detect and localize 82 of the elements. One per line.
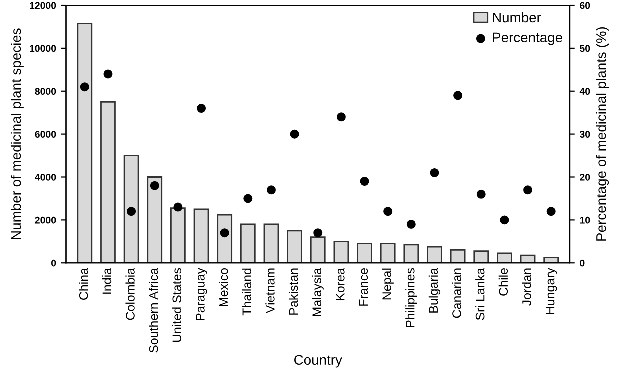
bar xyxy=(544,257,560,264)
point xyxy=(244,194,253,204)
x-tick-label: Canarian xyxy=(452,268,462,318)
x-axis-title: Country xyxy=(294,355,342,368)
y-tick-label: 12000 xyxy=(30,2,56,10)
bar xyxy=(474,250,490,264)
bar xyxy=(287,230,302,264)
point xyxy=(290,130,300,139)
y2-tick-label: 40 xyxy=(580,88,590,96)
bar xyxy=(404,244,420,264)
x-tick-label: Paraguay xyxy=(196,268,208,320)
y2-tick-label: 20 xyxy=(580,174,590,181)
y-axis-title: Number of medicinal plant species xyxy=(10,28,24,240)
bar xyxy=(194,208,210,264)
bar xyxy=(380,243,396,264)
bar xyxy=(217,214,233,264)
point xyxy=(454,91,463,100)
legend-label: Percentage xyxy=(493,32,562,46)
point xyxy=(150,181,160,190)
y-tick-label: 4000 xyxy=(35,174,56,181)
x-tick-label: Vietnam xyxy=(266,268,275,314)
bar xyxy=(450,250,466,264)
bar xyxy=(170,208,186,264)
bar xyxy=(357,243,372,264)
y2-tick-label: 60 xyxy=(580,2,590,10)
x-tick-label: United States xyxy=(172,268,182,342)
point xyxy=(80,82,90,92)
point xyxy=(500,216,510,225)
y2-tick-label: 0 xyxy=(580,260,585,267)
y-tick-label: 0 xyxy=(52,260,56,267)
x-tick-label: Chile xyxy=(498,268,508,296)
y2-tick-label: 10 xyxy=(580,216,590,224)
point xyxy=(127,207,136,216)
bar xyxy=(147,176,163,264)
y2-axis-title: Percentage of medicinal plants (%) xyxy=(596,27,610,241)
bar xyxy=(334,240,350,264)
point xyxy=(546,207,556,216)
x-tick-label: Korea xyxy=(336,268,345,300)
x-tick-label: Southern Africa xyxy=(149,268,158,353)
x-tick-label: Nepal xyxy=(382,268,394,300)
bar xyxy=(240,224,256,264)
x-tick-label: Hungary xyxy=(546,268,558,314)
point xyxy=(430,168,440,178)
point xyxy=(524,186,533,195)
point xyxy=(197,104,206,114)
point xyxy=(384,207,393,216)
point xyxy=(476,190,486,199)
x-tick-label: Philippines xyxy=(406,268,418,328)
point xyxy=(336,112,346,122)
bar xyxy=(427,246,442,264)
bar xyxy=(520,254,536,264)
x-tick-label: Sri Lanka xyxy=(476,268,485,320)
x-tick-label: China xyxy=(79,268,88,300)
bar xyxy=(310,236,326,264)
y-tick-label: 2000 xyxy=(35,216,56,224)
legend-label: Number xyxy=(493,12,542,23)
y-tick-label: 6000 xyxy=(35,131,56,138)
point xyxy=(406,220,416,229)
bar xyxy=(100,101,116,264)
y2-tick-label: 30 xyxy=(580,131,590,138)
y-tick-label: 10000 xyxy=(30,45,56,52)
x-tick-label: France xyxy=(359,268,368,306)
y2-tick-label: 50 xyxy=(580,45,590,52)
x-tick-label: Mexico xyxy=(219,268,228,307)
x-tick-label: Pakistan xyxy=(288,268,298,315)
point xyxy=(104,70,113,79)
point xyxy=(174,202,183,212)
point xyxy=(266,186,276,195)
y-tick-label: 8000 xyxy=(35,88,56,96)
x-tick-label: Jordan xyxy=(522,268,532,306)
point xyxy=(360,177,370,186)
point xyxy=(220,228,230,238)
x-tick-label: Bulgaria xyxy=(428,268,441,313)
x-tick-label: India xyxy=(102,268,112,294)
x-tick-label: Thailand xyxy=(242,268,252,316)
x-tick-label: Malaysia xyxy=(312,268,324,316)
bar xyxy=(124,155,140,264)
point xyxy=(314,228,323,238)
bar xyxy=(497,252,512,264)
bar xyxy=(77,23,93,264)
bar xyxy=(264,224,280,264)
x-tick-label: Colombia xyxy=(126,268,135,320)
